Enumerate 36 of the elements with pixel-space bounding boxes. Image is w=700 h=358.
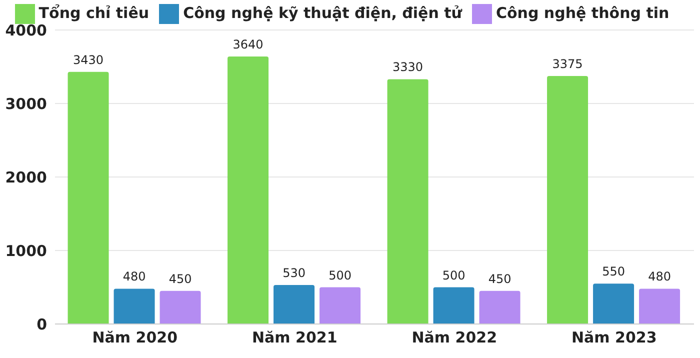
data-label: 3430 [73,52,104,67]
legend-label: Công nghệ thông tin [496,4,670,22]
bar [639,288,680,324]
bar [387,79,428,324]
x-tick-label: Năm 2022 [412,328,498,347]
data-label: 3640 [232,37,264,52]
x-tick-label: Năm 2021 [252,328,338,347]
bar [160,290,201,324]
x-tick-label: Năm 2020 [92,328,178,347]
y-tick-label: 0 [36,315,47,334]
bar [593,284,634,324]
data-label: 530 [282,266,306,280]
bar [274,285,315,324]
data-label: 550 [602,264,625,279]
bar [320,287,361,324]
bar [68,72,109,324]
data-label: 450 [168,272,192,286]
bar [547,76,588,324]
y-tick-label: 3000 [5,94,47,113]
data-label: 3375 [552,56,583,71]
legend-label: Tổng chỉ tiêu [38,4,150,22]
data-label: 450 [488,272,512,286]
bar [479,290,520,324]
bar [433,287,474,324]
data-label: 480 [122,270,146,284]
y-tick-label: 4000 [5,21,47,40]
y-tick-label: 1000 [5,242,47,260]
data-label: 500 [442,268,466,282]
bar [114,288,155,324]
data-label: 3330 [392,60,424,74]
bar [228,56,269,324]
legend-label: Công nghệ kỹ thuật điện, điện tử [183,4,462,22]
data-label: 500 [328,268,352,282]
data-label: 480 [648,270,671,284]
y-tick-label: 2000 [5,168,47,186]
x-tick-label: Năm 2023 [571,328,657,347]
